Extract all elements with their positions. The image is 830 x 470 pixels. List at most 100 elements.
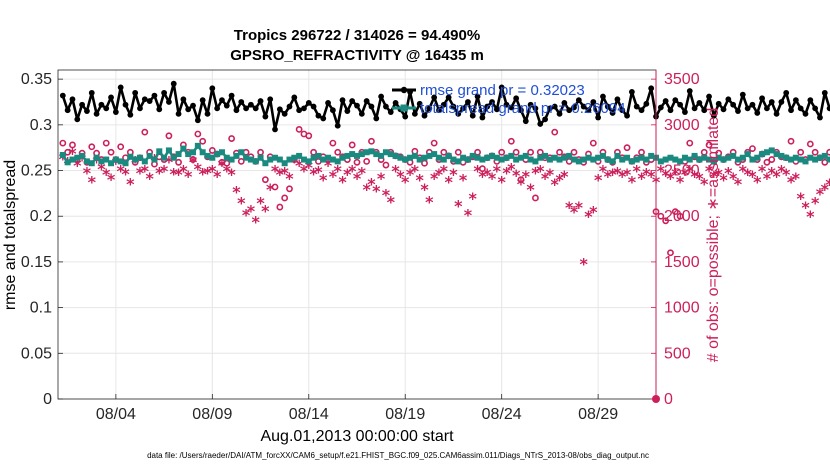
rmse-point	[595, 114, 602, 121]
x-tick-label: 08/24	[482, 406, 522, 423]
obs-assimilated-point: *	[387, 193, 396, 212]
spread-point	[590, 156, 597, 163]
spread-point	[223, 154, 230, 161]
rmse-point	[180, 96, 187, 103]
spread-point	[783, 154, 790, 161]
rmse-point	[262, 113, 269, 120]
legend-spread-marker	[400, 104, 408, 112]
rmse-point	[233, 107, 240, 114]
spread-point	[79, 152, 86, 159]
rmse-point	[137, 105, 143, 112]
spread-point	[373, 151, 380, 158]
rmse-point	[272, 126, 278, 133]
plot-area	[58, 70, 656, 399]
rmse-point	[204, 110, 211, 117]
spread-point	[532, 158, 539, 165]
obs-assimilated-point: *	[382, 185, 391, 204]
obs-possible-point	[821, 158, 829, 166]
spread-point	[546, 156, 553, 163]
rmse-point	[542, 116, 548, 123]
obs-assimilated-point: *	[623, 165, 632, 184]
obs-assimilated-point: *	[821, 180, 830, 199]
series-layer: * **************** ***********************…	[59, 80, 830, 274]
obs-assimilated-point: *	[690, 167, 699, 186]
obs-possible-point	[570, 148, 578, 156]
obs-assimilated-point: *	[377, 169, 386, 188]
rmse-point	[720, 106, 727, 113]
rmse-point	[460, 105, 466, 112]
spread-point	[392, 152, 399, 159]
spread-point	[643, 156, 650, 163]
spread-point	[272, 154, 279, 161]
rmse-point	[146, 98, 153, 104]
obs-assimilated-point: *	[391, 162, 400, 181]
rmse-point	[551, 103, 558, 110]
rmse-point	[735, 108, 741, 115]
rmse-point	[817, 114, 823, 121]
obs-assimilated-point: *	[526, 180, 535, 199]
rmse-point	[508, 104, 515, 111]
rmse-point	[503, 101, 510, 108]
spread-point	[59, 151, 66, 158]
y-left-tick-label: 0.1	[30, 300, 52, 317]
obs-assimilated-point: *	[488, 169, 497, 188]
obs-assimilated-point: *	[126, 174, 135, 193]
spread-point	[604, 156, 611, 163]
rmse-point	[691, 105, 698, 112]
obs-assimilated-point: *	[334, 162, 343, 181]
obs-assimilated-point: *	[695, 169, 704, 188]
spread-point	[493, 154, 500, 161]
obs-assimilated-point: *	[729, 169, 738, 188]
spread-point	[566, 152, 573, 159]
obs-assimilated-point: *	[792, 169, 801, 188]
spread-point	[387, 151, 394, 158]
rmse-point	[802, 110, 809, 117]
spread-point	[701, 154, 708, 161]
obs-assimilated-point: *	[633, 162, 642, 181]
rmse-point	[440, 101, 447, 108]
y-left-tick-label: 0.15	[21, 254, 52, 271]
y-right-tick-label: 1000	[664, 300, 700, 317]
y-right-tick-label: 2500	[664, 163, 700, 180]
y-right-tick-label: 3500	[664, 71, 700, 88]
obs-assimilated-point: *	[782, 165, 791, 184]
series-obs_assimilated: * **************** ***********************…	[59, 144, 830, 274]
rmse-point	[590, 99, 597, 105]
spread-point	[214, 151, 221, 158]
x-tick-label: 08/19	[385, 406, 425, 423]
rmse-point	[821, 89, 828, 96]
spread-point	[320, 156, 327, 163]
obs-possible-point	[797, 148, 805, 156]
y-axis-left-label: rmse and totalspread	[2, 160, 19, 310]
obs-assimilated-point: *	[107, 170, 116, 189]
spread-point	[614, 152, 621, 159]
obs-assimilated-point: *	[517, 174, 526, 193]
spread-point	[407, 154, 414, 161]
rmse-point	[556, 110, 563, 117]
obs-possible-point	[334, 148, 342, 156]
series-rmse	[59, 80, 830, 133]
rmse-point	[667, 107, 674, 114]
spread-point	[233, 152, 240, 159]
rmse-point	[773, 110, 780, 117]
obs-possible-point	[165, 132, 173, 140]
y-left-tick-label: 0.05	[21, 345, 52, 362]
y-axis-right: 0 500 1000 1500 2000 2500 3000 3500	[651, 70, 700, 408]
rmse-point	[609, 110, 616, 116]
spread-point	[435, 154, 442, 161]
spread-point	[681, 154, 688, 161]
obs-assimilated-point: *	[618, 167, 627, 186]
rmse-point	[489, 99, 495, 105]
rmse-point	[175, 110, 182, 117]
obs-assimilated-point: *	[165, 152, 174, 171]
spread-point	[788, 156, 795, 163]
obs-assimilated-point: *	[628, 172, 637, 191]
obs-assimilated-point: *	[686, 162, 695, 181]
rmse-point	[759, 95, 765, 102]
obs-possible-point	[141, 128, 149, 136]
rmse-point	[132, 89, 139, 96]
obs-assimilated-point: *	[507, 160, 516, 179]
obs-possible-point	[88, 143, 96, 151]
spread-point	[662, 156, 669, 163]
spread-point	[474, 154, 481, 161]
